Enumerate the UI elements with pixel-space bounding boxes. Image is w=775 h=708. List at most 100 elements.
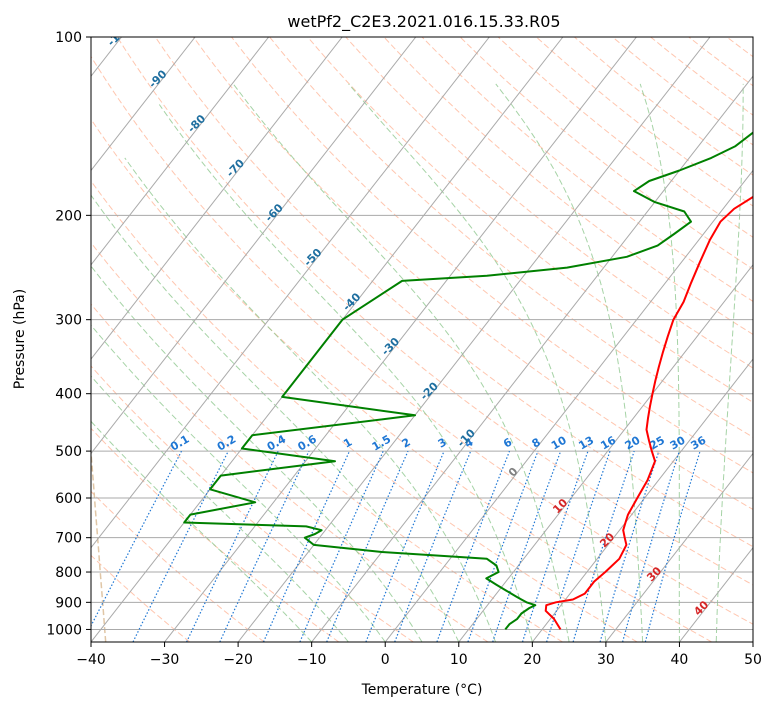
- moist-adiabat: [124, 157, 497, 642]
- mixing-ratio-line: [644, 450, 701, 642]
- dry-adiabat: [535, 37, 753, 207]
- frost-point-curve: [91, 632, 92, 642]
- y-tick-label: 700: [55, 531, 82, 547]
- mixing-ratio-label: 2: [400, 436, 413, 451]
- moist-adiabat: [232, 83, 570, 642]
- y-tick-label: 400: [55, 387, 82, 403]
- dry-adiabat: [192, 37, 753, 511]
- mixing-ratio-label: 0.6: [296, 432, 320, 453]
- isotherm-label: 40: [691, 598, 711, 618]
- isotherm-label: -30: [379, 335, 402, 358]
- mixing-ratio-label: 0.4: [265, 432, 289, 453]
- y-tick-label: 500: [55, 444, 82, 460]
- isotherm-line: [164, 37, 637, 642]
- mixing-ratio-label: 1.5: [370, 433, 393, 454]
- mixing-ratio-label: 10: [549, 433, 569, 452]
- temperature-line: [544, 195, 753, 630]
- dry-adiabat: [726, 37, 753, 58]
- mixing-ratio-line: [219, 450, 310, 642]
- y-axis-label: Pressure (hPa): [12, 289, 28, 389]
- dry-adiabat: [154, 37, 753, 548]
- dry-adiabat: [91, 118, 713, 642]
- isotherm-line: [605, 452, 753, 642]
- isotherm-line: [458, 263, 753, 642]
- frost-point-curve: [91, 443, 107, 642]
- x-axis: −40 −30 −20 −10 0 10 20 30 40 50: [76, 642, 762, 668]
- mixing-ratio-line: [492, 450, 562, 642]
- mixing-ratio-line: [622, 450, 680, 642]
- moist-adiabat: [91, 375, 349, 642]
- isotherm-label: -70: [224, 156, 247, 179]
- y-tick-label: 600: [55, 491, 82, 507]
- x-tick-label: −30: [150, 652, 180, 668]
- mixing-ratio-line: [91, 450, 183, 628]
- moist-adiabat: [715, 83, 744, 642]
- isotherm-label: 20: [597, 530, 617, 550]
- isotherm-line: [752, 641, 753, 642]
- dry-adiabat: [765, 37, 775, 642]
- y-tick-label: 800: [55, 565, 82, 581]
- y-tick-label: 100: [55, 30, 82, 46]
- mixing-ratio-line: [326, 450, 409, 642]
- isotherm-label: -40: [340, 290, 363, 313]
- x-tick-label: −40: [76, 652, 106, 668]
- x-axis-label: Temperature (°C): [361, 682, 483, 698]
- x-tick-label: 0: [381, 652, 390, 668]
- dry-adiabat: [91, 303, 489, 642]
- chart-title: wetPf2_C2E3.2021.016.15.33.R05: [287, 12, 560, 32]
- isotherm-label: -100: [105, 20, 134, 49]
- y-tick-label: 1000: [46, 622, 82, 638]
- dry-adiabat: [91, 490, 265, 642]
- dry-adiabat: [574, 37, 753, 176]
- isotherm-label: -90: [146, 67, 169, 90]
- dry-adiabat: [91, 241, 563, 642]
- dry-adiabat: [116, 37, 753, 586]
- mixing-ratio-line: [394, 450, 472, 642]
- moist-adiabat: [91, 324, 386, 642]
- dry-adiabat: [91, 365, 414, 642]
- y-axis: 100 200 300 400 500 600 700 800 900 1000: [46, 30, 91, 638]
- dry-adiabat: [383, 37, 753, 335]
- dry-adiabat: [345, 37, 753, 369]
- moist-adiabat: [91, 420, 313, 642]
- mixing-ratio-line: [436, 450, 511, 642]
- y-tick-label: 300: [55, 313, 82, 329]
- isotherm-line: [91, 37, 417, 455]
- mixing-ratio-label: 1: [341, 436, 354, 451]
- mixing-ratio-label: 30: [668, 433, 688, 452]
- isotherm-label: 30: [644, 564, 664, 584]
- mixing-ratio-line: [467, 450, 539, 642]
- isotherm-label: -50: [301, 246, 324, 269]
- isotherm-label: 10: [550, 496, 570, 516]
- x-tick-label: 50: [744, 652, 762, 668]
- moist-adiabat: [348, 83, 607, 642]
- isotherm-line: [91, 37, 490, 549]
- mixing-ratio-label: 20: [623, 433, 643, 452]
- dry-adiabat: [421, 37, 753, 302]
- dry-adiabat: [497, 37, 753, 238]
- moist-adiabat: [91, 194, 460, 642]
- mixing-ratio-label: 0.2: [215, 433, 238, 454]
- moist-adiabat: [91, 265, 423, 642]
- x-tick-label: −20: [223, 652, 253, 668]
- mixing-ratio-label: 16: [598, 433, 618, 452]
- moist-adiabat: [639, 83, 680, 642]
- dewpoint-line: [183, 131, 753, 631]
- y-tick-label: 200: [55, 208, 82, 224]
- isotherm-label: -60: [263, 201, 286, 224]
- plot-frame: [90, 36, 754, 643]
- mixing-ratio-line: [365, 450, 445, 642]
- y-tick-label: 900: [55, 595, 82, 611]
- x-tick-label: 10: [450, 652, 468, 668]
- isotherm-line: [91, 37, 270, 266]
- isotherm-line: [311, 75, 753, 642]
- dry-adiabat: [459, 37, 753, 270]
- isotherm-label: -80: [185, 112, 208, 135]
- isotherm-line: [531, 358, 753, 642]
- dry-adiabat: [91, 55, 753, 625]
- isotherm-line: [237, 37, 711, 642]
- x-tick-label: 20: [523, 652, 541, 668]
- mixing-ratio-label: 0.1: [168, 433, 191, 454]
